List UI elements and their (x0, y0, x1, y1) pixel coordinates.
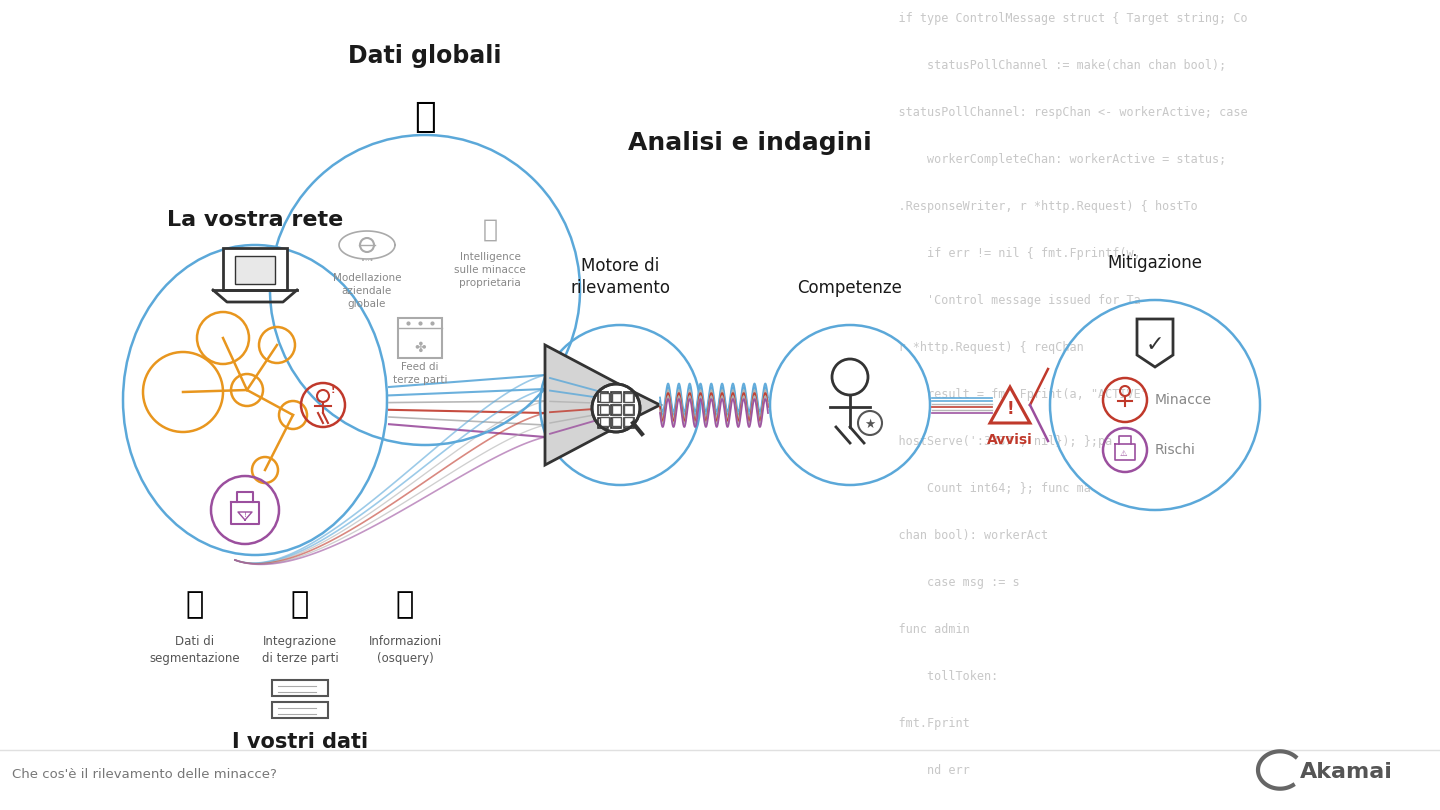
Circle shape (592, 384, 639, 432)
Text: case msg := s: case msg := s (870, 576, 1020, 589)
Text: 🧩: 🧩 (291, 590, 310, 620)
Text: !: ! (331, 385, 336, 395)
Text: Che cos'è il rilevamento delle minacce?: Che cos'è il rilevamento delle minacce? (12, 769, 276, 782)
Text: tollToken:: tollToken: (870, 670, 998, 683)
FancyBboxPatch shape (600, 393, 609, 402)
Text: Modellazione
aziendale
globale: Modellazione aziendale globale (333, 273, 402, 309)
Text: func admin: func admin (870, 623, 969, 636)
FancyBboxPatch shape (611, 405, 621, 415)
Text: 🌍: 🌍 (415, 100, 436, 134)
Text: statusPollChannel: respChan <- workerActive; case: statusPollChannel: respChan <- workerAct… (870, 106, 1247, 119)
Text: 🏆: 🏆 (482, 218, 497, 242)
Text: statusPollChannel := make(chan chan bool);: statusPollChannel := make(chan chan bool… (870, 59, 1227, 72)
Text: Count int64; }; func ma: Count int64; }; func ma (870, 482, 1092, 495)
Text: Rischi: Rischi (1155, 443, 1195, 457)
Text: result = fmt.Fprint(a, "ACTIVE": result = fmt.Fprint(a, "ACTIVE" (870, 388, 1148, 401)
FancyBboxPatch shape (611, 418, 621, 428)
Text: Competenze: Competenze (798, 279, 903, 297)
Circle shape (858, 411, 881, 435)
FancyBboxPatch shape (598, 418, 608, 428)
Polygon shape (1138, 319, 1174, 367)
FancyBboxPatch shape (624, 405, 634, 415)
FancyBboxPatch shape (624, 392, 634, 402)
FancyBboxPatch shape (612, 393, 621, 402)
Text: r *http.Request) { reqChan: r *http.Request) { reqChan (870, 341, 1084, 354)
FancyBboxPatch shape (598, 405, 608, 415)
FancyBboxPatch shape (600, 405, 609, 414)
Text: La vostra rete: La vostra rete (167, 210, 343, 230)
Text: Minacce: Minacce (1155, 393, 1212, 407)
Text: 'Control message issued for Ta: 'Control message issued for Ta (870, 294, 1140, 307)
FancyBboxPatch shape (272, 702, 328, 718)
FancyBboxPatch shape (223, 248, 287, 290)
Text: Mitigazione: Mitigazione (1107, 254, 1202, 272)
Text: ★: ★ (864, 417, 876, 430)
Polygon shape (991, 387, 1030, 423)
FancyBboxPatch shape (612, 417, 621, 426)
FancyBboxPatch shape (624, 418, 634, 428)
Text: •··•: •··• (361, 258, 373, 264)
Text: ⚠: ⚠ (1119, 449, 1126, 458)
Text: if err != nil { fmt.Fprintf(w,: if err != nil { fmt.Fprintf(w, (870, 247, 1140, 260)
FancyBboxPatch shape (598, 392, 608, 402)
Text: 🔬: 🔬 (396, 590, 415, 620)
FancyBboxPatch shape (624, 405, 634, 414)
FancyBboxPatch shape (611, 392, 621, 402)
Text: Dati globali: Dati globali (348, 44, 501, 68)
Text: Informazioni
(osquery): Informazioni (osquery) (369, 635, 442, 665)
FancyBboxPatch shape (624, 417, 634, 426)
FancyBboxPatch shape (612, 405, 621, 414)
Text: Dati di
segmentazione: Dati di segmentazione (150, 635, 240, 665)
Text: Intelligence
sulle minacce
proprietaria: Intelligence sulle minacce proprietaria (454, 252, 526, 288)
FancyBboxPatch shape (397, 318, 442, 358)
Text: Integrazione
di terze parti: Integrazione di terze parti (262, 635, 338, 665)
FancyBboxPatch shape (235, 256, 275, 284)
Text: ✓: ✓ (1146, 335, 1165, 355)
Text: fmt.Fprint: fmt.Fprint (870, 717, 969, 730)
Text: hostServe(':3337', nil}); };pa: hostServe(':3337', nil}); };pa (870, 435, 1112, 448)
Text: !: ! (1007, 400, 1014, 418)
Text: Avvisi: Avvisi (988, 433, 1032, 447)
Text: nd err: nd err (870, 764, 969, 777)
Text: chan bool): workerAct: chan bool): workerAct (870, 529, 1048, 542)
Text: !: ! (243, 512, 246, 518)
Text: ✤: ✤ (415, 341, 426, 355)
Text: Motore di
rilevamento: Motore di rilevamento (570, 257, 670, 297)
Text: Feed di
terze parti: Feed di terze parti (393, 362, 448, 386)
FancyBboxPatch shape (272, 680, 328, 696)
Text: 📁: 📁 (186, 590, 204, 620)
FancyBboxPatch shape (624, 393, 634, 402)
Text: if type ControlMessage struct { Target string; Co: if type ControlMessage struct { Target s… (870, 12, 1247, 25)
Polygon shape (544, 345, 660, 465)
Text: Analisi e indagini: Analisi e indagini (628, 131, 871, 155)
Text: .ResponseWriter, r *http.Request) { hostTo: .ResponseWriter, r *http.Request) { host… (870, 200, 1198, 213)
Text: workerCompleteChan: workerActive = status;: workerCompleteChan: workerActive = statu… (870, 153, 1227, 166)
Text: I vostri dati: I vostri dati (232, 732, 369, 752)
FancyBboxPatch shape (600, 417, 609, 426)
Text: Akamai: Akamai (1300, 762, 1392, 782)
